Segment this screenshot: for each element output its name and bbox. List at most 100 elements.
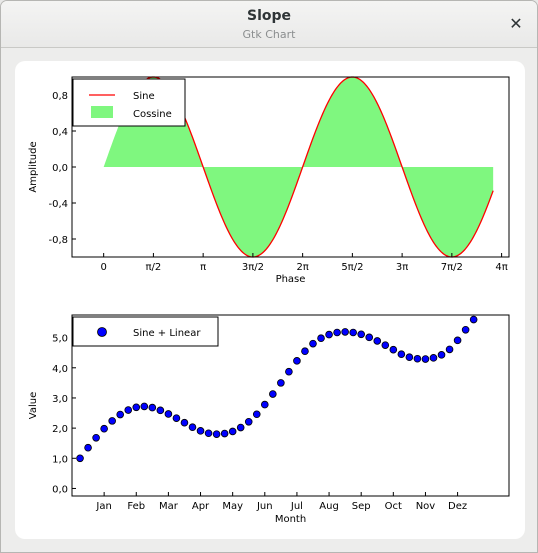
- data-point: [204, 429, 213, 438]
- x-tick-label: Apr: [192, 501, 210, 512]
- data-point: [469, 315, 478, 324]
- data-point: [461, 325, 470, 334]
- data-point: [341, 328, 349, 336]
- data-point: [413, 354, 422, 363]
- data-point: [140, 402, 149, 411]
- y-tick-label: 0,8: [52, 91, 68, 102]
- data-point: [333, 328, 341, 337]
- y-axis-label: Value: [28, 392, 39, 419]
- x-tick-label: 3π/2: [242, 262, 264, 273]
- data-point: [132, 403, 141, 412]
- y-tick-label: 3,0: [52, 394, 68, 405]
- legend-label-cossine: Cossine: [133, 109, 172, 120]
- data-point: [309, 339, 317, 348]
- data-point: [84, 443, 92, 452]
- y-tick-label: 0,0: [52, 163, 68, 174]
- data-point: [236, 423, 245, 432]
- data-point: [365, 333, 374, 342]
- data-point: [124, 406, 133, 414]
- data-point: [92, 433, 100, 442]
- data-point: [228, 427, 237, 436]
- legend-swatch: [97, 327, 107, 337]
- data-point: [252, 410, 261, 419]
- y-tick-label: 2,0: [52, 424, 68, 435]
- x-tick-label: 5π/2: [341, 262, 363, 273]
- phase-chart: 0 π/2 π 3π/2 2π 5π/2 3π 7π/2 4π -0,8 -0,4 0,0 0,4 0,8…: [28, 76, 510, 285]
- close-icon[interactable]: ✕: [509, 14, 523, 33]
- month-chart: Jan Feb Mar Apr May Jun Jul Aug Sep Oct Nov Dez 0,0 1…: [28, 314, 510, 525]
- x-tick-label: Mar: [159, 501, 179, 512]
- data-point: [220, 429, 229, 438]
- x-tick-label: 3π: [396, 262, 408, 273]
- data-point: [389, 345, 398, 354]
- window-subtitle: Gtk Chart: [242, 28, 296, 41]
- x-tick-label: May: [222, 501, 243, 512]
- data-point: [260, 400, 269, 409]
- series-line-sine: [134, 76, 494, 258]
- plot-frame: [71, 314, 510, 497]
- data-point: [148, 403, 157, 412]
- x-tick-label: Jun: [256, 501, 273, 512]
- data-point: [116, 410, 124, 419]
- y-tick-label: 5,0: [52, 334, 68, 345]
- y-tick-label: 1,0: [52, 454, 68, 465]
- title-bar[interactable]: Slope Gtk Chart ✕: [1, 1, 537, 48]
- data-point: [429, 354, 438, 362]
- x-tick-label: Sep: [352, 501, 371, 512]
- data-point: [317, 334, 325, 343]
- x-tick-label: 2π: [296, 262, 308, 273]
- data-point: [453, 336, 462, 345]
- data-point: [293, 357, 301, 365]
- window-title: Slope: [246, 8, 292, 24]
- y-tick-label: 0,0: [52, 484, 68, 495]
- data-point: [445, 345, 454, 354]
- x-tick-label: Oct: [385, 501, 402, 512]
- data-point: [405, 353, 414, 362]
- x-axis-label: Month: [275, 514, 306, 525]
- data-point: [156, 406, 165, 415]
- x-tick-label: 4π: [495, 262, 507, 273]
- x-tick-label: Nov: [416, 501, 436, 512]
- x-tick-label: π: [200, 262, 206, 273]
- data-point: [397, 350, 406, 359]
- data-point: [212, 430, 221, 438]
- y-tick-label: -0,8: [48, 235, 68, 246]
- data-point: [76, 454, 84, 463]
- data-point: [108, 417, 116, 425]
- x-tick-label: π/2: [146, 262, 162, 273]
- x-tick-label: 7π/2: [441, 262, 463, 273]
- chart-panel: 0 π/2 π 3π/2 2π 5π/2 3π 7π/2 4π -0,8 -0,4 0,0 0,4 0,8…: [15, 61, 525, 539]
- legend-label: Sine + Linear: [133, 328, 201, 339]
- legend-label-sine: Sine: [133, 91, 155, 102]
- data-point: [381, 341, 390, 349]
- data-point: [357, 330, 365, 339]
- x-tick-label: Feb: [127, 501, 145, 512]
- y-tick-label: 0,4: [52, 127, 68, 138]
- x-tick-label: Jul: [290, 501, 303, 512]
- data-point: [269, 390, 277, 398]
- legend-box: [72, 78, 186, 127]
- data-point: [100, 424, 108, 433]
- y-axis-label: Amplitude: [28, 141, 39, 192]
- series-area-cossine: [103, 77, 494, 257]
- x-axis-label: Phase: [276, 274, 306, 285]
- data-point: [196, 427, 205, 435]
- x-tick-label: 0: [100, 262, 106, 273]
- data-point: [285, 367, 293, 376]
- data-point: [164, 410, 173, 418]
- data-point: [421, 355, 430, 363]
- data-point: [325, 330, 333, 339]
- data-point: [373, 337, 382, 345]
- y-tick-label: -0,4: [48, 199, 68, 210]
- data-point: [277, 379, 285, 387]
- data-point: [437, 351, 446, 359]
- x-tick-label: Aug: [319, 501, 339, 512]
- data-point: [180, 418, 189, 427]
- y-tick-label: 4,0: [52, 364, 68, 375]
- data-point: [172, 414, 181, 422]
- legend-swatch-cossine: [91, 106, 113, 118]
- data-point: [188, 423, 197, 432]
- data-point: [301, 347, 309, 355]
- x-tick-label: Jan: [95, 501, 111, 512]
